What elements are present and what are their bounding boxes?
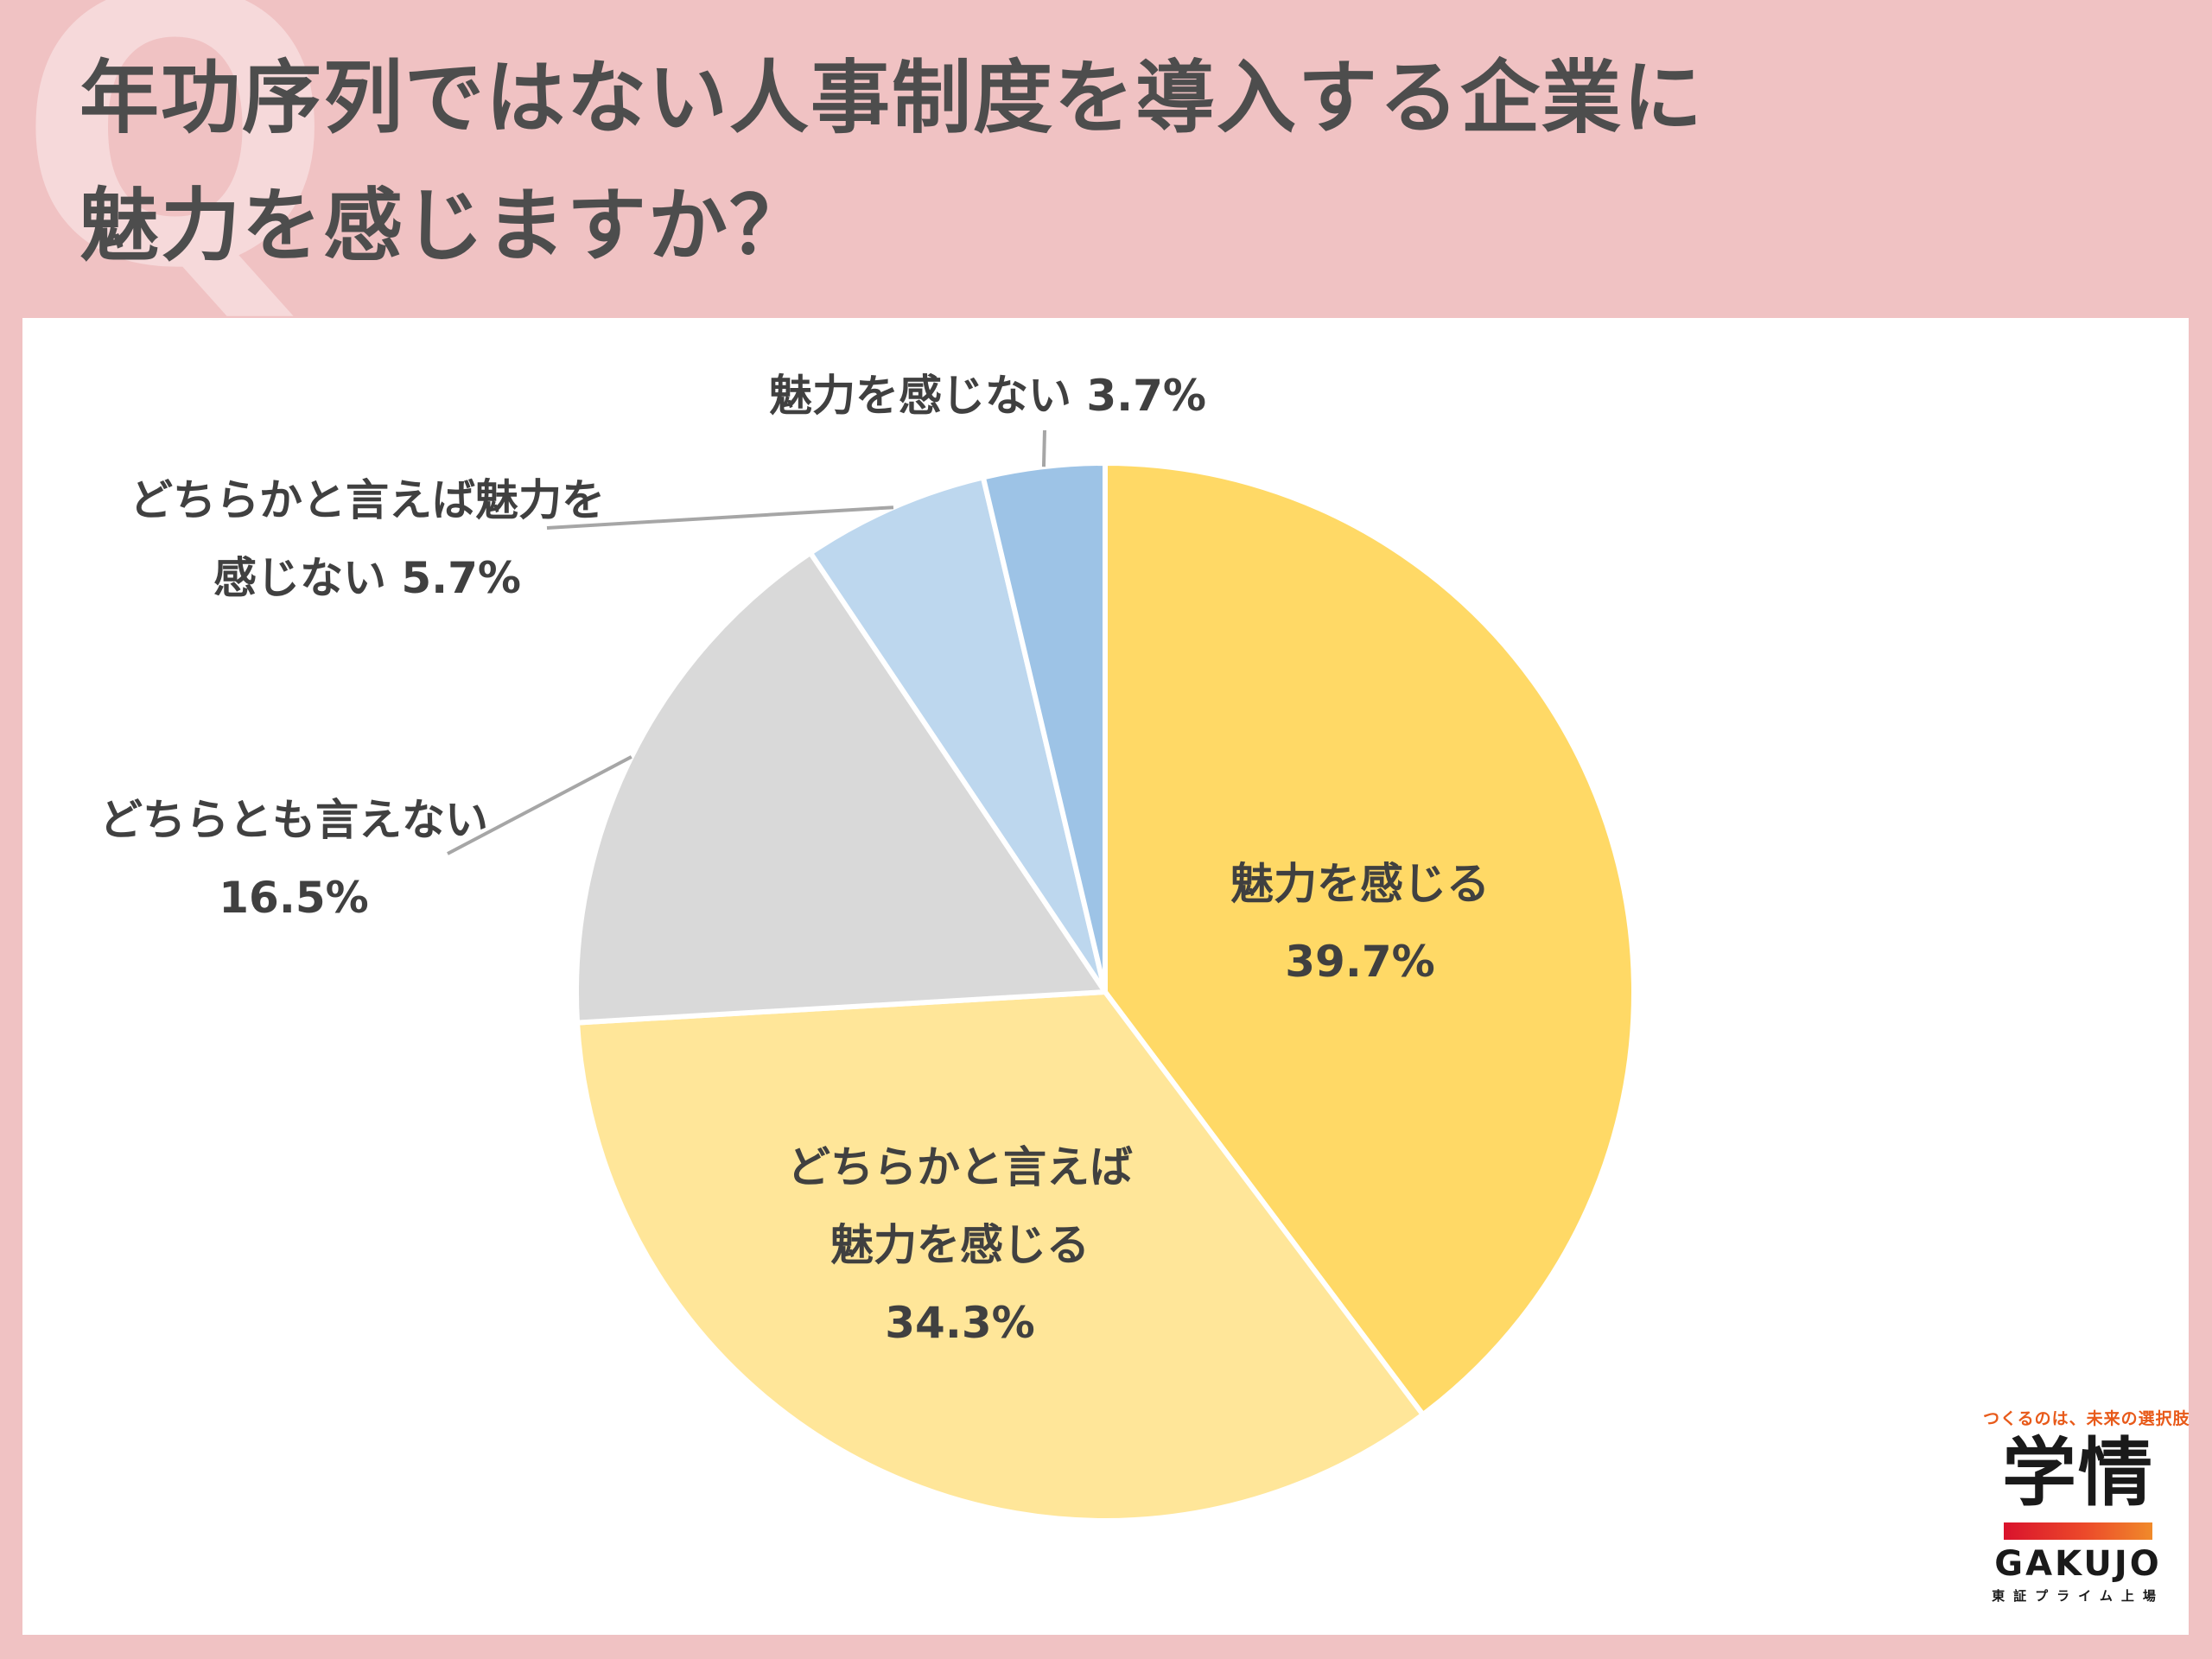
leader-line-4: [546, 505, 894, 530]
slice-label-5: 魅力を感じない 3.7%: [769, 371, 1206, 421]
slice-label-4: どちらかと言えば魅力を感じない 5.7%: [130, 475, 605, 603]
leader-line-5: [1041, 429, 1046, 467]
pie-slice-2: [575, 989, 1426, 1523]
logo-mark: 学情: [2002, 1430, 2154, 1516]
leader-line-3: [447, 755, 632, 855]
logo-sub: 東証プライム上場: [1992, 1588, 2164, 1604]
q-decoration-letter: Q: [17, 0, 334, 350]
logo-name: GAKUJO: [1994, 1544, 2162, 1584]
slice-label-1: 魅力を感じる 39.7%: [1230, 859, 1490, 987]
pie-slice-3: [574, 550, 1108, 1026]
logo-color-bar: [2004, 1522, 2152, 1540]
gakujo-logo: つくるのは、未来の選択肢 学情 GAKUJO 東証プライム上場: [1983, 1406, 2190, 1605]
page-title: 年功序列ではない人事制度を導入する企業に 魅力を感じますか？: [79, 35, 1704, 290]
chart-panel: 魅力を感じる 39.7% どちらかと言えば魅力を感じる 34.3% どちらとも言えない 1…: [22, 318, 2189, 1635]
pie-slice-5: [980, 461, 1108, 995]
slice-label-3: どちらとも言えない 16.5%: [99, 795, 488, 923]
pie-chart: 魅力を感じる 39.7% どちらかと言えば魅力を感じる 34.3% どちらとも言えない 1…: [99, 371, 1637, 1523]
logo-tagline: つくるのは、未来の選択肢: [1983, 1409, 2190, 1428]
slice-label-2: どちらかと言えば魅力を感じる 34.3%: [787, 1142, 1133, 1348]
pie-slice-4: [807, 474, 1108, 995]
title-line-1: 年功序列ではない人事制度を導入する企業に: [79, 52, 1705, 144]
pie-slice-1: [1103, 461, 1637, 1418]
title-line-2: 魅力を感じますか？: [79, 180, 811, 272]
